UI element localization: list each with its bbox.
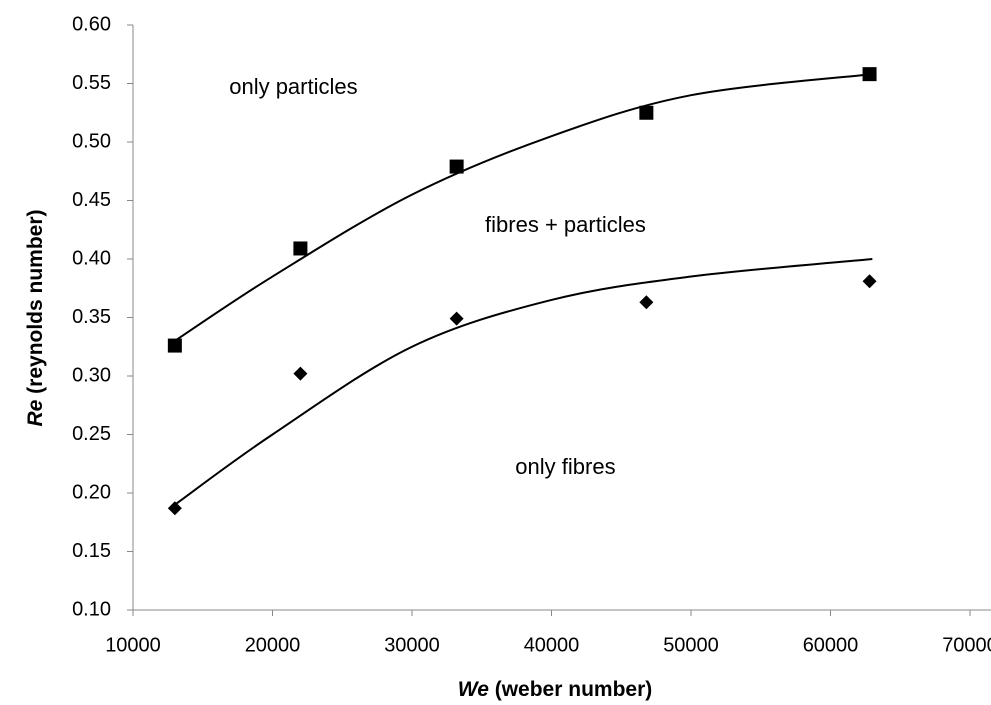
x-axis-label: (weber number) bbox=[495, 678, 653, 701]
y-axis-symbol: Re bbox=[24, 399, 47, 426]
x-tick-label: 20000 bbox=[245, 634, 301, 656]
annotation: only fibres bbox=[515, 454, 615, 479]
x-tick-label: 10000 bbox=[105, 634, 161, 656]
y-tick-label: 0.15 bbox=[72, 540, 111, 562]
y-tick-label: 0.60 bbox=[72, 13, 111, 35]
annotation: fibres + particles bbox=[485, 212, 646, 237]
diamond-marker bbox=[862, 274, 877, 289]
diamond-marker bbox=[293, 366, 308, 381]
diamond-marker bbox=[449, 311, 464, 326]
square-marker bbox=[862, 67, 877, 82]
annotation: only particles bbox=[229, 74, 357, 99]
y-tick-label: 0.40 bbox=[72, 247, 111, 269]
y-tick-label: 0.25 bbox=[72, 423, 111, 445]
x-tick-label: 30000 bbox=[384, 634, 440, 656]
x-tick-label: 40000 bbox=[524, 634, 580, 656]
square-marker bbox=[167, 338, 182, 353]
y-axis-label: (reynolds number) bbox=[24, 209, 47, 393]
y-tick-label: 0.55 bbox=[72, 72, 111, 94]
y-tick-label: 0.20 bbox=[72, 481, 111, 503]
y-tick-label: 0.30 bbox=[72, 364, 111, 386]
y-tick-label: 0.10 bbox=[72, 598, 111, 620]
x-tick-label: 70000 bbox=[942, 634, 991, 656]
x-tick-label: 60000 bbox=[803, 634, 859, 656]
y-tick-label: 0.35 bbox=[72, 306, 111, 328]
diamond-marker bbox=[167, 501, 182, 516]
square-marker bbox=[293, 241, 308, 256]
trend-line bbox=[174, 73, 873, 342]
x-axis-title: We (weber number) bbox=[458, 678, 653, 701]
trend-line bbox=[174, 258, 873, 506]
x-axis-symbol: We bbox=[458, 678, 489, 701]
square-marker bbox=[639, 105, 654, 120]
y-tick-label: 0.50 bbox=[72, 130, 111, 152]
diamond-marker bbox=[639, 295, 654, 310]
y-tick-label: 0.45 bbox=[72, 189, 111, 211]
x-tick-label: 50000 bbox=[663, 634, 719, 656]
y-axis-title: Re (reynolds number) bbox=[24, 209, 47, 426]
square-marker bbox=[449, 159, 464, 174]
